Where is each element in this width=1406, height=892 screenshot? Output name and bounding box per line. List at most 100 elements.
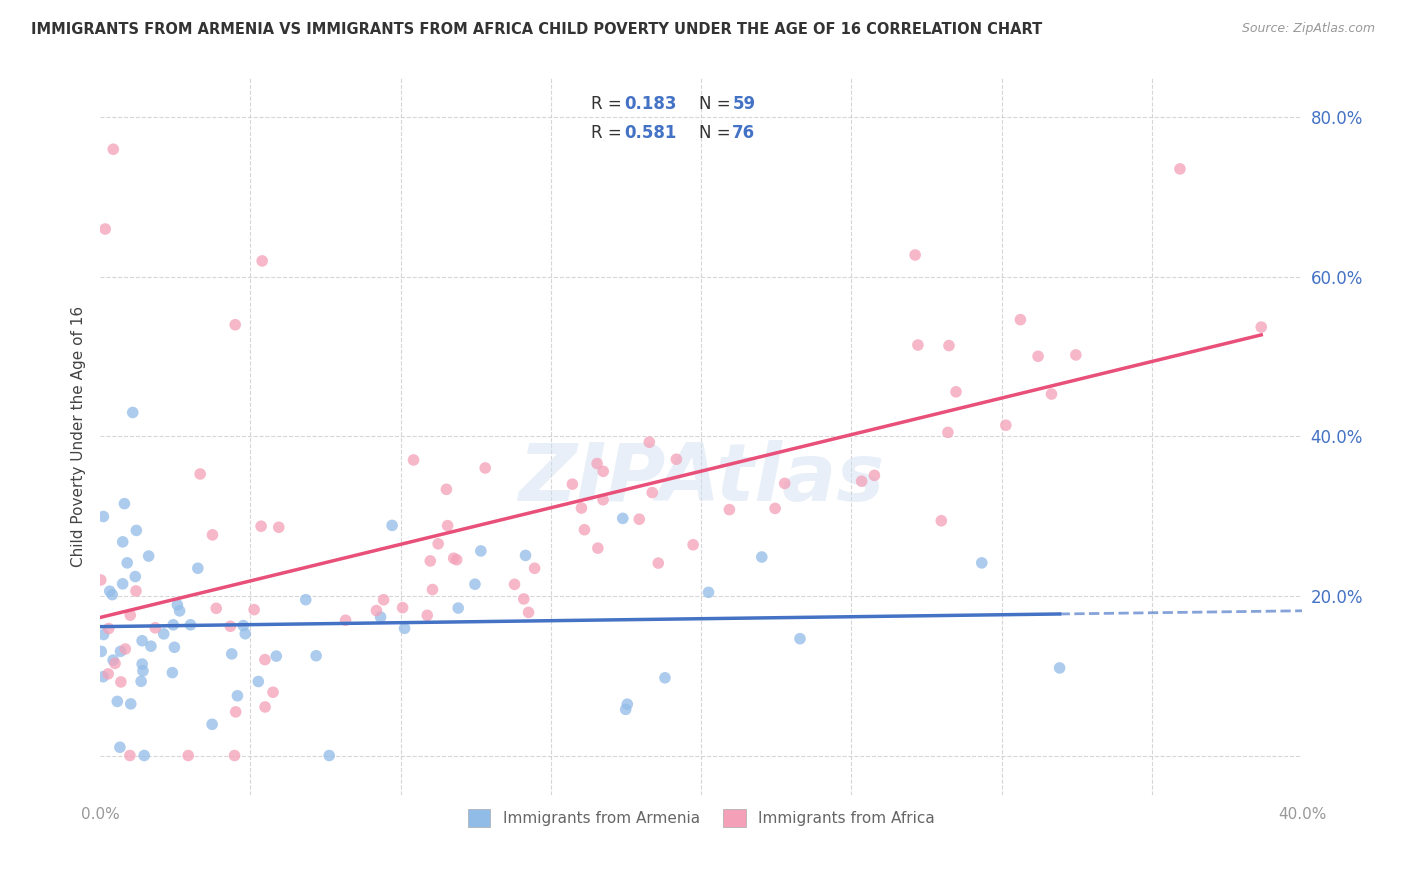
Text: ZIPAtlas: ZIPAtlas: [517, 441, 884, 518]
Point: [994, 418, 1017, 433]
Point: [751, 549, 773, 564]
Point: [104, 657, 127, 671]
Point: [120, 608, 142, 623]
Point: [614, 702, 637, 716]
Point: [253, 652, 276, 666]
Point: [373, 592, 395, 607]
Point: [243, 602, 266, 616]
Point: [422, 582, 444, 597]
Point: [464, 577, 486, 591]
Point: [335, 613, 357, 627]
Point: [1049, 661, 1071, 675]
Point: [177, 748, 200, 763]
Point: [647, 556, 669, 570]
Point: [586, 457, 609, 471]
Point: [381, 518, 404, 533]
Y-axis label: Child Poverty Under the Age of 16: Child Poverty Under the Age of 16: [72, 306, 86, 567]
Point: [124, 569, 146, 583]
Point: [446, 553, 468, 567]
Point: [187, 561, 209, 575]
Point: [115, 556, 138, 570]
Point: [111, 534, 134, 549]
Point: [523, 561, 546, 575]
Point: [571, 501, 593, 516]
Point: [616, 697, 638, 711]
Point: [945, 384, 967, 399]
Point: [152, 627, 174, 641]
Point: [162, 617, 184, 632]
Point: [628, 512, 651, 526]
Text: 76: 76: [733, 124, 755, 142]
Point: [938, 338, 960, 352]
Point: [262, 685, 284, 699]
Point: [110, 644, 132, 658]
Point: [863, 468, 886, 483]
Point: [266, 649, 288, 664]
Point: [305, 648, 328, 663]
Text: 0.581: 0.581: [624, 124, 676, 142]
Point: [370, 610, 392, 624]
Point: [513, 591, 536, 606]
Point: [101, 588, 124, 602]
Point: [515, 549, 537, 563]
Text: Source: ZipAtlas.com: Source: ZipAtlas.com: [1241, 22, 1375, 36]
Text: N =: N =: [699, 124, 735, 142]
Point: [166, 598, 188, 612]
Point: [574, 523, 596, 537]
Legend: Immigrants from Armenia, Immigrants from Africa: Immigrants from Armenia, Immigrants from…: [460, 802, 942, 834]
Text: IMMIGRANTS FROM ARMENIA VS IMMIGRANTS FROM AFRICA CHILD POVERTY UNDER THE AGE OF: IMMIGRANTS FROM ARMENIA VS IMMIGRANTS FR…: [31, 22, 1042, 37]
Point: [427, 537, 450, 551]
Point: [904, 248, 927, 262]
Point: [447, 601, 470, 615]
Point: [93, 627, 115, 641]
Point: [224, 748, 246, 763]
Point: [1026, 349, 1049, 363]
Point: [470, 544, 492, 558]
Point: [179, 617, 201, 632]
Point: [97, 622, 120, 636]
Point: [586, 541, 609, 555]
Point: [162, 665, 184, 680]
Point: [110, 674, 132, 689]
Point: [1064, 348, 1087, 362]
Point: [226, 689, 249, 703]
Point: [789, 632, 811, 646]
Text: R =: R =: [591, 124, 627, 142]
Point: [402, 453, 425, 467]
Point: [139, 639, 162, 653]
Point: [517, 606, 540, 620]
Point: [697, 585, 720, 599]
Point: [970, 556, 993, 570]
Point: [419, 554, 441, 568]
Point: [443, 551, 465, 566]
Point: [101, 653, 124, 667]
Point: [247, 674, 270, 689]
Point: [134, 748, 156, 763]
Point: [612, 511, 634, 525]
Point: [120, 697, 142, 711]
Point: [132, 664, 155, 678]
Point: [638, 435, 661, 450]
Point: [138, 549, 160, 563]
Point: [201, 717, 224, 731]
Text: 59: 59: [733, 95, 755, 113]
Point: [97, 666, 120, 681]
Point: [129, 674, 152, 689]
Point: [108, 740, 131, 755]
Point: [114, 642, 136, 657]
Point: [682, 538, 704, 552]
Point: [773, 476, 796, 491]
Point: [936, 425, 959, 440]
Point: [416, 608, 439, 623]
Point: [118, 748, 141, 763]
Point: [929, 514, 952, 528]
Point: [592, 464, 614, 478]
Point: [169, 604, 191, 618]
Text: 0.183: 0.183: [624, 95, 676, 113]
Point: [188, 467, 211, 481]
Point: [436, 518, 458, 533]
Point: [233, 626, 256, 640]
Point: [250, 254, 273, 268]
Point: [592, 492, 614, 507]
Point: [90, 644, 112, 658]
